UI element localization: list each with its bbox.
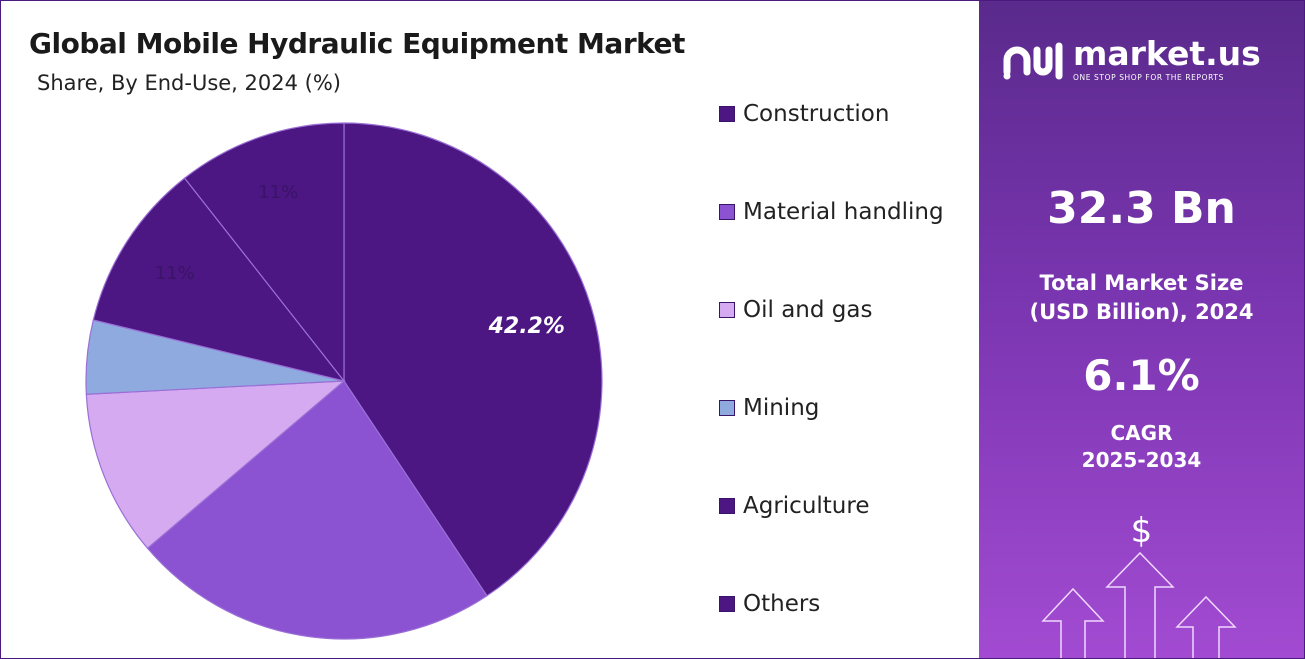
dollar-icon: $ xyxy=(1130,511,1153,551)
legend-item-others: Others xyxy=(719,591,820,617)
legend-label: Agriculture xyxy=(743,493,870,519)
legend-item-construction: Construction xyxy=(719,101,889,127)
chart-panel: Global Mobile Hydraulic Equipment Market… xyxy=(1,1,977,658)
summary-panel: market.us ONE STOP SHOP FOR THE REPORTS … xyxy=(979,1,1304,658)
legend-label: Oil and gas xyxy=(743,297,873,323)
pie-chart: 42.2% 11% 11% xyxy=(85,122,603,640)
data-label-construction: 42.2% xyxy=(488,314,565,339)
legend-swatch xyxy=(719,204,735,220)
legend-item-material-handling: Material handling xyxy=(719,199,944,225)
growth-arrows-icon xyxy=(1041,551,1237,658)
legend-label: Material handling xyxy=(743,199,944,225)
cagr-period: 2025-2034 xyxy=(1081,448,1202,472)
legend-swatch xyxy=(719,302,735,318)
legend-item-agriculture: Agriculture xyxy=(719,493,870,519)
legend-swatch xyxy=(719,498,735,514)
brand-logo: market.us ONE STOP SHOP FOR THE REPORTS xyxy=(1001,37,1261,82)
market-size-label-line1: Total Market Size xyxy=(1039,271,1244,295)
pie-slice-material-handling xyxy=(146,380,488,640)
legend-label: Construction xyxy=(743,101,890,127)
data-label-agriculture: 11% xyxy=(155,263,195,284)
market-us-logo-icon xyxy=(1003,42,1063,79)
pie-slice-agriculture xyxy=(92,177,346,382)
pie-slice-others xyxy=(183,122,345,383)
legend-label: Mining xyxy=(743,395,820,421)
logo-name: market.us xyxy=(1073,34,1261,73)
legend-item-oil-and-gas: Oil and gas xyxy=(719,297,872,323)
legend-swatch xyxy=(719,106,735,122)
market-size-value: 32.3 Bn xyxy=(1047,183,1236,234)
market-size-label-line2: (USD Billion), 2024 xyxy=(1029,300,1254,324)
chart-subtitle: Share, By End-Use, 2024 (%) xyxy=(37,71,341,95)
cagr-label: CAGR xyxy=(1110,421,1173,445)
chart-title: Global Mobile Hydraulic Equipment Market xyxy=(29,27,685,60)
pie-slice-oil-and-gas xyxy=(85,380,346,550)
legend-item-mining: Mining xyxy=(719,395,819,421)
cagr-value: 6.1% xyxy=(1083,351,1200,400)
data-label-others: 11% xyxy=(258,182,298,203)
logo-tagline: ONE STOP SHOP FOR THE REPORTS xyxy=(1073,73,1224,82)
legend-swatch xyxy=(719,596,735,612)
legend-label: Others xyxy=(743,591,821,617)
legend-swatch xyxy=(719,400,735,416)
